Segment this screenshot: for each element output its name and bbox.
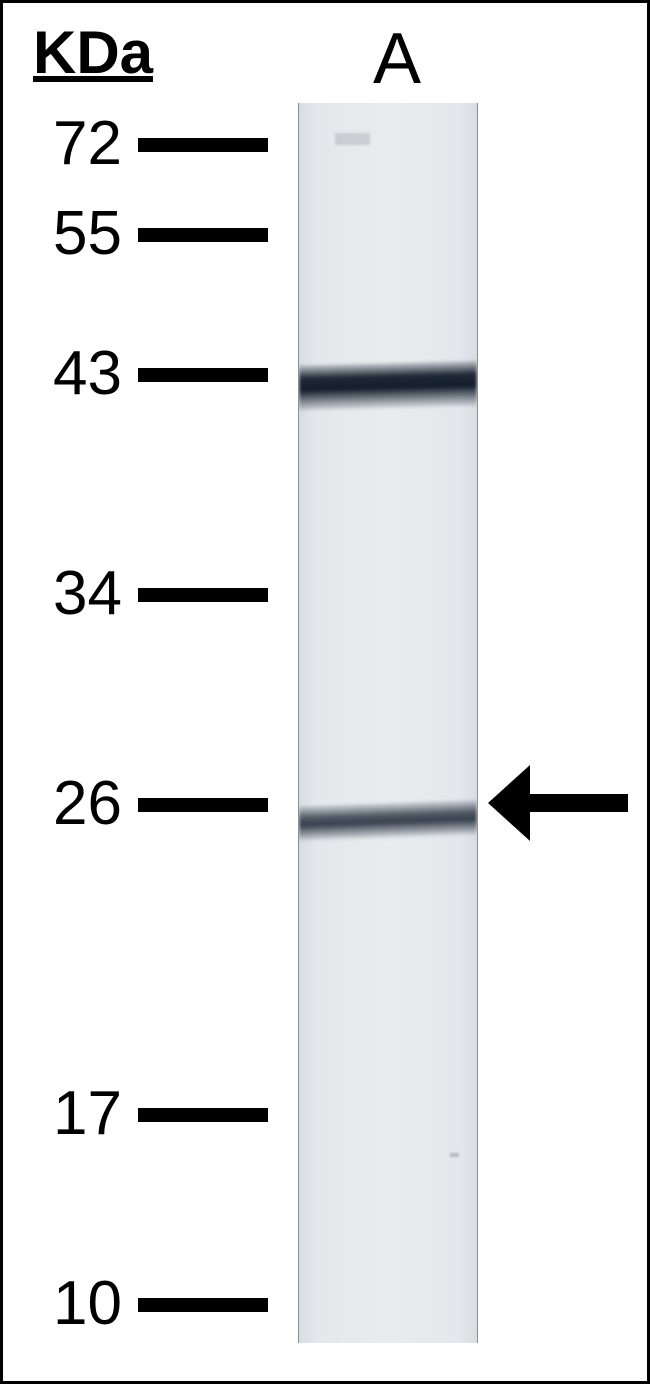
lane-a-label: A xyxy=(373,18,421,100)
arrow-shaft xyxy=(523,794,628,812)
lane-a xyxy=(298,103,478,1343)
mw-label-10: 10 xyxy=(53,1268,122,1339)
mw-tick-34 xyxy=(138,588,268,602)
faint-mark-1 xyxy=(450,1153,459,1157)
mw-label-55: 55 xyxy=(53,198,122,269)
mw-label-34: 34 xyxy=(53,558,122,629)
faint-mark-0 xyxy=(335,133,371,145)
mw-label-43: 43 xyxy=(53,338,122,409)
band-43kda xyxy=(299,361,477,411)
mw-label-72: 72 xyxy=(53,108,122,179)
mw-tick-72 xyxy=(138,138,268,152)
mw-tick-55 xyxy=(138,228,268,242)
mw-label-17: 17 xyxy=(53,1078,122,1149)
mw-tick-17 xyxy=(138,1108,268,1122)
mw-tick-43 xyxy=(138,368,268,382)
target-band-arrow xyxy=(3,765,650,841)
blot-figure-container: KDa A 72554334261710 xyxy=(0,0,650,1384)
mw-tick-10 xyxy=(138,1298,268,1312)
kda-axis-label: KDa xyxy=(33,18,153,87)
